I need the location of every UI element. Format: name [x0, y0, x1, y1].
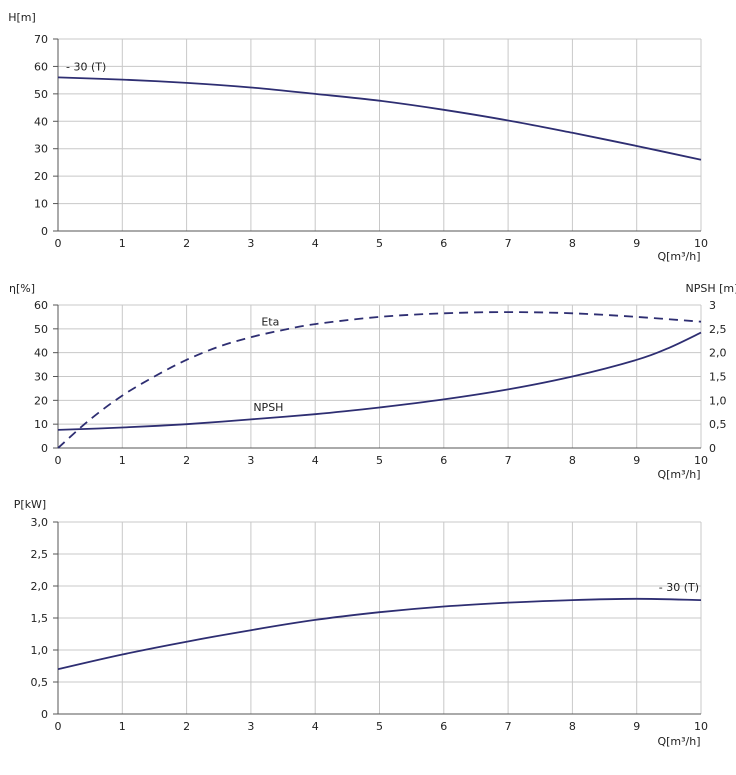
y-tick-label: 10	[34, 418, 48, 431]
y-tick-label: 2,5	[31, 548, 49, 561]
y-tick-label: 0	[41, 708, 48, 721]
y-tick-label: 60	[34, 60, 48, 73]
x-tick-label: 7	[505, 454, 512, 467]
x-tick-label: 5	[376, 720, 383, 733]
y2-tick-label: 2,5	[709, 323, 727, 336]
x-tick-label: 10	[694, 454, 708, 467]
y2-tick-label: 3	[709, 299, 716, 312]
x-tick-label: 2	[183, 720, 190, 733]
x-tick-label: 5	[376, 237, 383, 250]
y-tick-label: 0	[41, 225, 48, 238]
x-tick-label: 4	[312, 237, 319, 250]
y-tick-label: 30	[34, 371, 48, 384]
series-label: - 30 (T)	[66, 61, 106, 74]
x-tick-label: 7	[505, 720, 512, 733]
y-tick-label: 30	[34, 143, 48, 156]
series-line	[57, 76, 702, 161]
x-tick-label: 2	[183, 454, 190, 467]
x-tick-label: 3	[247, 237, 254, 250]
x-tick-label: 1	[119, 454, 126, 467]
y-tick-label: 0,5	[31, 676, 49, 689]
y-axis-label: η[%]	[9, 282, 35, 295]
series-label: Eta	[261, 316, 279, 329]
chart-panel-1: 0 1 2 3 4 5 6 7 8 9 10 0 10 20 30 40 50 60 70 H[m] Q[m³/h] - …	[8, 11, 708, 263]
x-tick-label: 1	[119, 237, 126, 250]
y-tick-label: 50	[34, 323, 48, 336]
x-tick-label: 3	[247, 720, 254, 733]
x-tick-label: 8	[569, 237, 576, 250]
x-tick-label: 2	[183, 237, 190, 250]
chart-panel-2: 0 1 2 3 4 5 6 7 8 9 10010203040506000,51,01,52,02,…	[9, 282, 736, 481]
x-tick-label: 3	[247, 454, 254, 467]
y2-tick-label: 1,0	[709, 394, 727, 407]
y2-axis-label: NPSH [m]	[686, 282, 736, 295]
chart-panel-3: 0 1 2 3 4 5 6 7 8 9 10 0 0,5 1,0 1,5 2,0 2,5 3,0 P[kW] Q[m³…	[14, 498, 708, 748]
x-tick-label: 6	[440, 720, 447, 733]
y-tick-label: 10	[34, 198, 48, 211]
series-label: - 30 (T)	[659, 581, 699, 594]
series-line	[57, 311, 702, 449]
x-tick-label: 0	[55, 237, 62, 250]
y2-tick-label: 2,0	[709, 347, 727, 360]
x-tick-label: 6	[440, 454, 447, 467]
y-tick-label: 2,0	[31, 580, 49, 593]
x-axis-label: Q[m³/h]	[657, 250, 700, 263]
y2-tick-label: 0	[709, 442, 716, 455]
y-tick-label: 1,0	[31, 644, 49, 657]
y-tick-label: 50	[34, 88, 48, 101]
y2-tick-label: 0,5	[709, 418, 727, 431]
x-tick-label: 4	[312, 720, 319, 733]
y-axis-label: P[kW]	[14, 498, 46, 511]
y-tick-label: 40	[34, 115, 48, 128]
x-tick-label: 8	[569, 720, 576, 733]
series-line	[57, 331, 702, 431]
y-tick-label: 20	[34, 394, 48, 407]
y-axis-label: H[m]	[8, 11, 36, 24]
y-tick-label: 1,5	[31, 612, 49, 625]
x-tick-label: 9	[633, 720, 640, 733]
x-tick-label: 8	[569, 454, 576, 467]
y-tick-label: 60	[34, 299, 48, 312]
y-tick-label: 3,0	[31, 516, 49, 529]
series-label: NPSH	[253, 401, 283, 414]
x-axis-label: Q[m³/h]	[657, 468, 700, 481]
x-tick-label: 4	[312, 454, 319, 467]
x-tick-label: 10	[694, 720, 708, 733]
x-tick-label: 0	[55, 454, 62, 467]
x-tick-label: 6	[440, 237, 447, 250]
y2-tick-label: 1,5	[709, 371, 727, 384]
x-axis-label: Q[m³/h]	[657, 735, 700, 748]
x-tick-label: 0	[55, 720, 62, 733]
x-tick-label: 1	[119, 720, 126, 733]
x-tick-label: 9	[633, 237, 640, 250]
x-tick-label: 10	[694, 237, 708, 250]
y-tick-label: 40	[34, 347, 48, 360]
y-tick-label: 20	[34, 170, 48, 183]
x-tick-label: 9	[633, 454, 640, 467]
series-line	[57, 597, 702, 671]
y-tick-label: 0	[41, 442, 48, 455]
x-tick-label: 7	[505, 237, 512, 250]
y-tick-label: 70	[34, 33, 48, 46]
x-tick-label: 5	[376, 454, 383, 467]
